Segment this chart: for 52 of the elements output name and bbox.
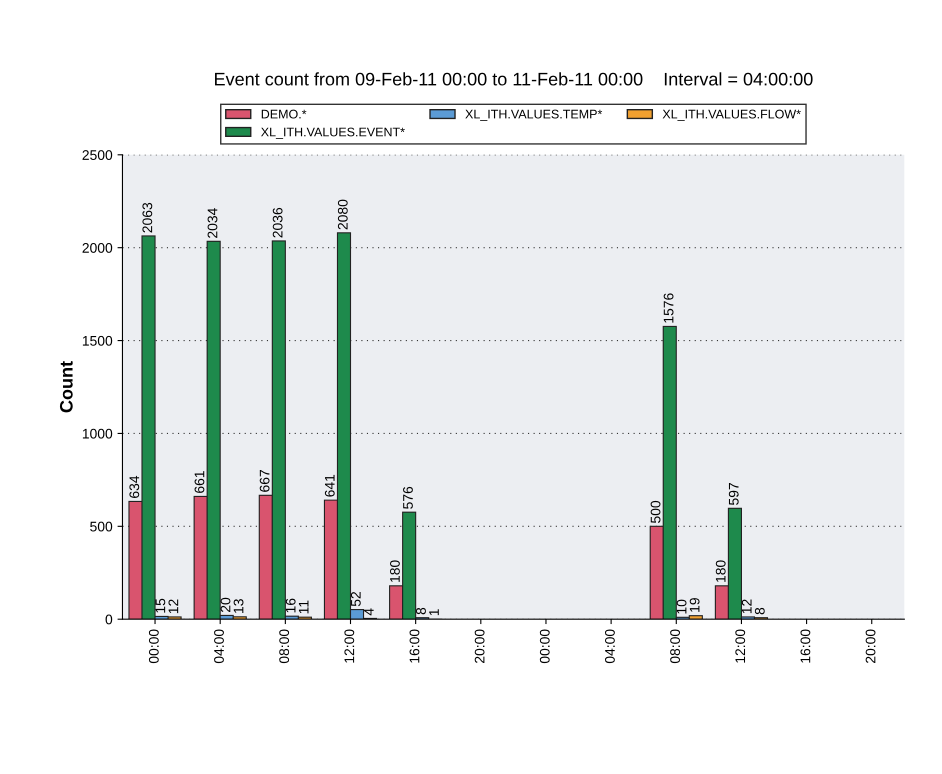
y-tick-label: 2500 bbox=[82, 150, 112, 160]
data-label: 2034 bbox=[208, 208, 218, 238]
x-tick-label: 00:00 bbox=[148, 629, 159, 664]
data-label: 11 bbox=[298, 600, 308, 614]
data-label: 2063 bbox=[142, 202, 152, 232]
data-label: 500 bbox=[650, 500, 660, 523]
data-label: 19 bbox=[690, 598, 700, 612]
y-axis-title: Count bbox=[60, 361, 73, 412]
chart-title: Event count from 09-Feb-11 00:00 to 11-Feb-11 00:00 Interval = 04:00:00 bbox=[215, 72, 813, 86]
x-tick-label: 20:00 bbox=[866, 629, 876, 663]
data-label: 180 bbox=[716, 560, 726, 582]
y-tick-label: 0 bbox=[106, 614, 112, 624]
legend-label: DEMO.* bbox=[262, 110, 306, 119]
data-label: 12 bbox=[742, 599, 752, 614]
y-tick-label: 1500 bbox=[82, 336, 112, 346]
data-label: 180 bbox=[390, 560, 400, 582]
y-tick-label: 2000 bbox=[82, 243, 112, 253]
data-label: 8 bbox=[754, 608, 765, 614]
x-tick-label: 16:00 bbox=[410, 629, 420, 663]
x-tick-label: 16:00 bbox=[800, 629, 810, 663]
data-label: 10 bbox=[676, 600, 687, 614]
x-tick-label: 12:00 bbox=[344, 629, 354, 663]
data-label: 667 bbox=[260, 470, 270, 492]
legend-label: XL_ITH.VALUES.TEMP* bbox=[465, 110, 602, 121]
x-tick-label: 08:00 bbox=[670, 629, 680, 664]
data-label: 2080 bbox=[338, 200, 348, 230]
data-label: 8 bbox=[416, 608, 426, 614]
data-label: 4 bbox=[364, 608, 374, 616]
legend-label: XL_ITH.VALUES.EVENT* bbox=[261, 128, 405, 139]
x-tick-label: 08:00 bbox=[279, 629, 290, 664]
data-label: 1576 bbox=[664, 293, 674, 323]
x-tick-label: 04:00 bbox=[605, 629, 615, 664]
data-label: 597 bbox=[728, 483, 739, 505]
data-label: 2036 bbox=[272, 208, 283, 238]
data-label: 1 bbox=[429, 609, 439, 616]
data-label: 13 bbox=[234, 599, 244, 613]
data-label: 12 bbox=[168, 599, 178, 614]
y-tick-label: 500 bbox=[90, 522, 112, 532]
legend-label: XL_ITH.VALUES.FLOW* bbox=[662, 110, 801, 121]
y-tick-label: 1000 bbox=[82, 428, 112, 439]
data-label: 641 bbox=[324, 474, 335, 497]
x-tick-label: 12:00 bbox=[735, 629, 746, 663]
data-label: 576 bbox=[403, 486, 413, 509]
data-label: 634 bbox=[129, 476, 140, 498]
x-tick-label: 04:00 bbox=[214, 629, 224, 664]
data-label: 52 bbox=[350, 592, 361, 606]
x-tick-label: 00:00 bbox=[540, 629, 550, 664]
data-label: 20 bbox=[220, 598, 230, 612]
data-label: 16 bbox=[286, 598, 296, 612]
x-tick-label: 20:00 bbox=[474, 629, 485, 663]
data-label: 15 bbox=[156, 598, 166, 613]
data-label: 661 bbox=[194, 471, 204, 493]
